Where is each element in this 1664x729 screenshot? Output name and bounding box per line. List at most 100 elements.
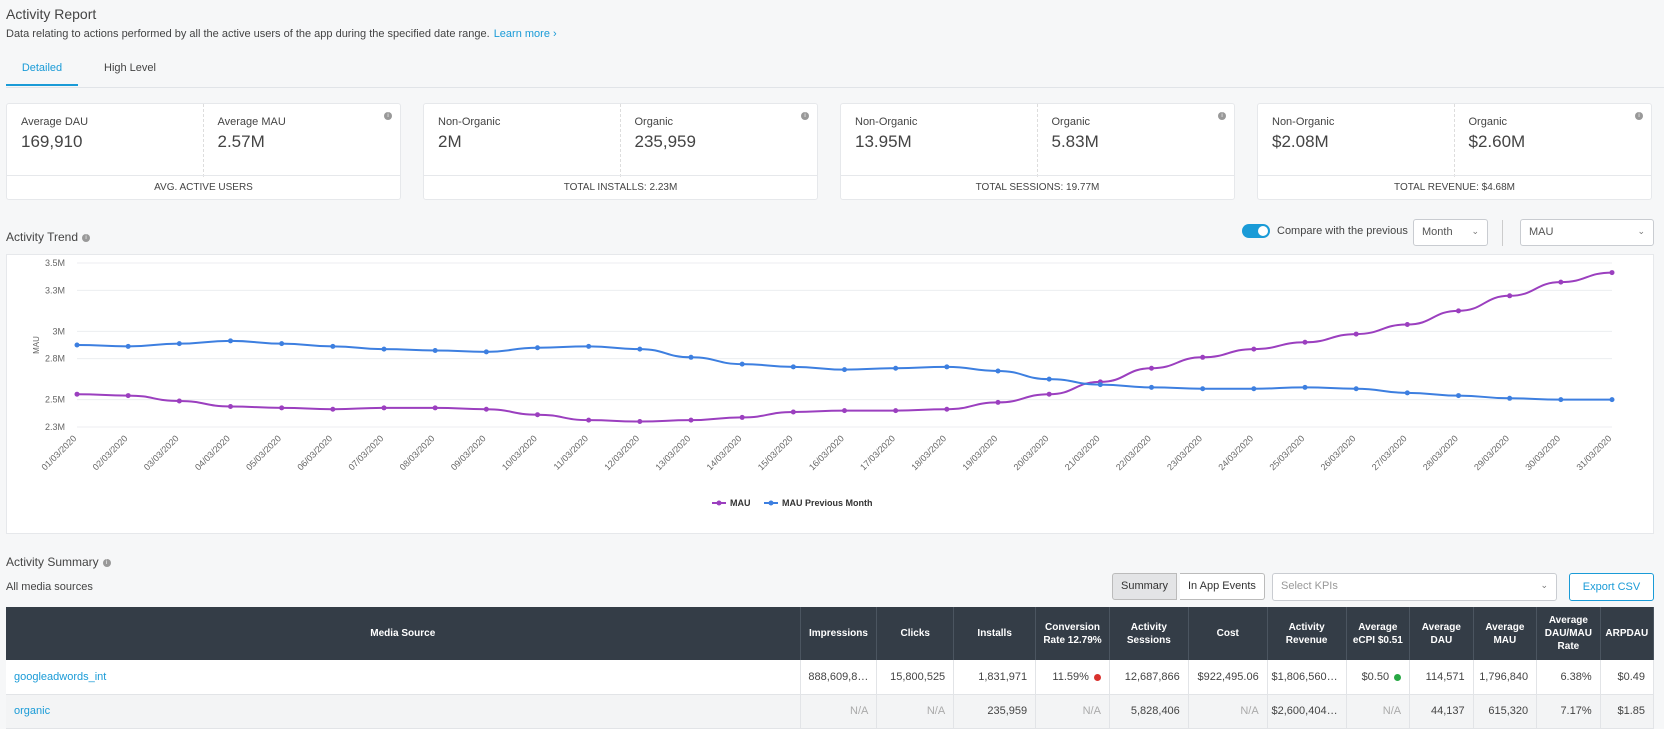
- x-tick-label: 17/03/2020: [858, 433, 897, 472]
- y-tick-label: 3.5M: [45, 258, 65, 268]
- header-arpdau[interactable]: ARPDAU: [1600, 607, 1655, 660]
- metric-select[interactable]: MAU ⌄: [1520, 219, 1654, 246]
- x-tick-label: 04/03/2020: [193, 433, 232, 472]
- data-point: [1149, 384, 1154, 390]
- x-tick-label: 06/03/2020: [295, 433, 334, 472]
- export-csv-button[interactable]: Export CSV: [1569, 573, 1654, 601]
- cell-conversion-rate: N/A: [1035, 694, 1110, 729]
- info-icon[interactable]: i: [82, 234, 91, 242]
- data-point: [944, 406, 950, 412]
- cell-revenue: $2,600,404…: [1267, 694, 1347, 729]
- green-status-dot-icon: [1394, 673, 1402, 681]
- data-point: [1353, 386, 1359, 392]
- data-point: [279, 405, 285, 411]
- tab-detailed[interactable]: Detailed: [6, 62, 78, 86]
- header-cost[interactable]: Cost: [1188, 607, 1268, 660]
- header-average-mau[interactable]: Average MAU: [1473, 607, 1538, 660]
- data-point: [1404, 322, 1410, 327]
- data-point: [535, 412, 540, 418]
- cell-installs: 235,959: [953, 694, 1037, 729]
- data-point: [1251, 346, 1257, 352]
- cell-impressions: 888,609,8…: [800, 660, 878, 695]
- header-conversion-rate[interactable]: Conversion Rate 12.79%: [1035, 607, 1110, 660]
- kpi-footer: TOTAL INSTALLS: 2.23M: [424, 175, 817, 199]
- header-clicks[interactable]: Clicks: [876, 607, 955, 660]
- y-tick-label: 3.3M: [45, 285, 65, 295]
- select-kpis-dropdown[interactable]: Select KPIs ⌄: [1272, 573, 1557, 601]
- learn-more-link[interactable]: Learn more ›: [493, 28, 557, 40]
- data-point: [176, 398, 182, 404]
- compare-toggle[interactable]: [1242, 224, 1270, 238]
- data-point: [637, 346, 643, 352]
- data-point: [432, 405, 438, 411]
- kpi-right-label: Average MAU: [217, 116, 286, 128]
- x-tick-label: 02/03/2020: [91, 433, 130, 472]
- data-point: [1046, 376, 1052, 382]
- media-source-link[interactable]: organic: [6, 694, 801, 729]
- period-select[interactable]: Month ⌄: [1413, 219, 1488, 246]
- red-status-dot-icon: [1093, 673, 1101, 681]
- x-tick-label: 31/03/2020: [1574, 433, 1613, 472]
- header-dau-mau-rate[interactable]: Average DAU/MAU Rate: [1536, 607, 1601, 660]
- data-point: [1609, 397, 1615, 403]
- conversion-value: 11.59%: [1052, 670, 1089, 683]
- media-scope-label: All media sources: [6, 581, 93, 593]
- data-point: [1507, 293, 1513, 299]
- data-point: [1456, 393, 1461, 399]
- data-point: [279, 341, 285, 347]
- page-title: Activity Report: [6, 6, 97, 22]
- kpi-right-label: Organic: [634, 116, 674, 128]
- y-tick-label: 2.8M: [45, 354, 65, 364]
- info-icon[interactable]: i: [801, 112, 809, 120]
- x-tick-label: 27/03/2020: [1370, 433, 1409, 472]
- x-tick-label: 24/03/2020: [1216, 433, 1255, 472]
- activity-summary-label: Activity Summary: [6, 555, 99, 569]
- page-description: Data relating to actions performed by al…: [6, 28, 557, 40]
- data-point: [330, 343, 336, 349]
- info-icon[interactable]: i: [1218, 112, 1226, 120]
- legend-label: MAU Previous Month: [782, 498, 873, 508]
- ecpi-value: $0.50: [1361, 670, 1390, 683]
- data-point: [586, 343, 592, 349]
- period-select-value: Month: [1422, 226, 1453, 238]
- header-installs[interactable]: Installs: [953, 607, 1037, 660]
- x-tick-label: 14/03/2020: [705, 433, 744, 472]
- cell-sessions: 5,828,406: [1109, 694, 1189, 729]
- info-icon[interactable]: i: [384, 112, 392, 120]
- kpi-left-value: 169,910: [21, 132, 83, 151]
- data-point: [1609, 270, 1615, 276]
- info-icon[interactable]: i: [1635, 112, 1643, 120]
- kpi-card-sessions: Non-Organic 13.95M Organic 5.83M i TOTAL S…: [840, 103, 1235, 200]
- kpi-left-label: Non-Organic: [438, 116, 501, 128]
- header-average-ecpi[interactable]: Average eCPI $0.51: [1346, 607, 1411, 660]
- y-tick-label: 2.3M: [45, 422, 65, 432]
- data-point: [125, 393, 131, 399]
- kpi-footer: AVG. ACTIVE USERS: [7, 175, 400, 199]
- x-tick-label: 29/03/2020: [1472, 433, 1511, 472]
- activity-summary-title: Activity Summary i: [6, 555, 111, 569]
- kpi-footer: TOTAL REVENUE: $4.68M: [1258, 175, 1651, 199]
- header-average-dau[interactable]: Average DAU: [1409, 607, 1474, 660]
- kpi-left-value: 13.95M: [855, 132, 912, 151]
- cell-arpdau: $0.49: [1600, 660, 1655, 695]
- x-tick-label: 21/03/2020: [1063, 433, 1102, 472]
- y-tick-label: 2.5M: [45, 395, 65, 405]
- header-impressions[interactable]: Impressions: [800, 607, 878, 660]
- data-point: [1404, 390, 1410, 396]
- in-app-events-button[interactable]: In App Events: [1180, 573, 1265, 600]
- table-header-row: Media Source Impressions Clicks Installs…: [6, 607, 1655, 660]
- summary-toggle-button[interactable]: Summary: [1112, 573, 1178, 600]
- y-axis-label: MAU: [32, 336, 41, 354]
- cell-conversion-rate: 11.59%: [1035, 660, 1110, 695]
- header-activity-revenue[interactable]: Activity Revenue: [1267, 607, 1347, 660]
- data-point: [790, 409, 796, 415]
- data-point: [1558, 279, 1564, 285]
- header-media-source[interactable]: Media Source: [6, 607, 801, 660]
- info-icon[interactable]: i: [102, 559, 111, 567]
- x-tick-label: 16/03/2020: [807, 433, 846, 472]
- media-source-link[interactable]: googleadwords_int: [6, 660, 801, 695]
- data-point: [893, 408, 899, 414]
- x-tick-label: 19/03/2020: [960, 433, 999, 472]
- tab-high-level[interactable]: High Level: [104, 62, 156, 74]
- header-activity-sessions[interactable]: Activity Sessions: [1109, 607, 1189, 660]
